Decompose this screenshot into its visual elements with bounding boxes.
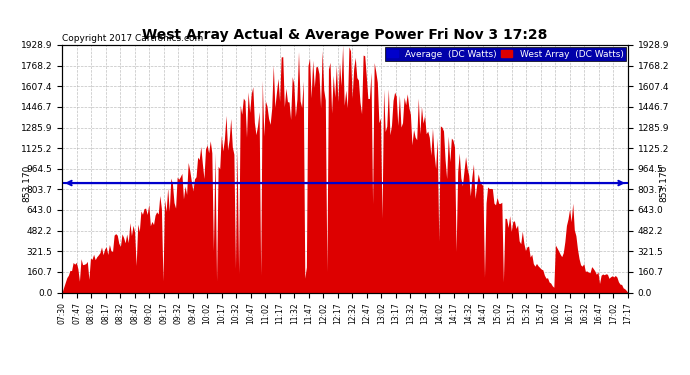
Legend: Average  (DC Watts), West Array  (DC Watts): Average (DC Watts), West Array (DC Watts… [384, 47, 626, 61]
Title: West Array Actual & Average Power Fri Nov 3 17:28: West Array Actual & Average Power Fri No… [142, 28, 548, 42]
Text: Copyright 2017 Cartronics.com: Copyright 2017 Cartronics.com [62, 33, 204, 42]
Text: 853.170: 853.170 [22, 164, 31, 202]
Text: 853.170: 853.170 [659, 164, 668, 202]
